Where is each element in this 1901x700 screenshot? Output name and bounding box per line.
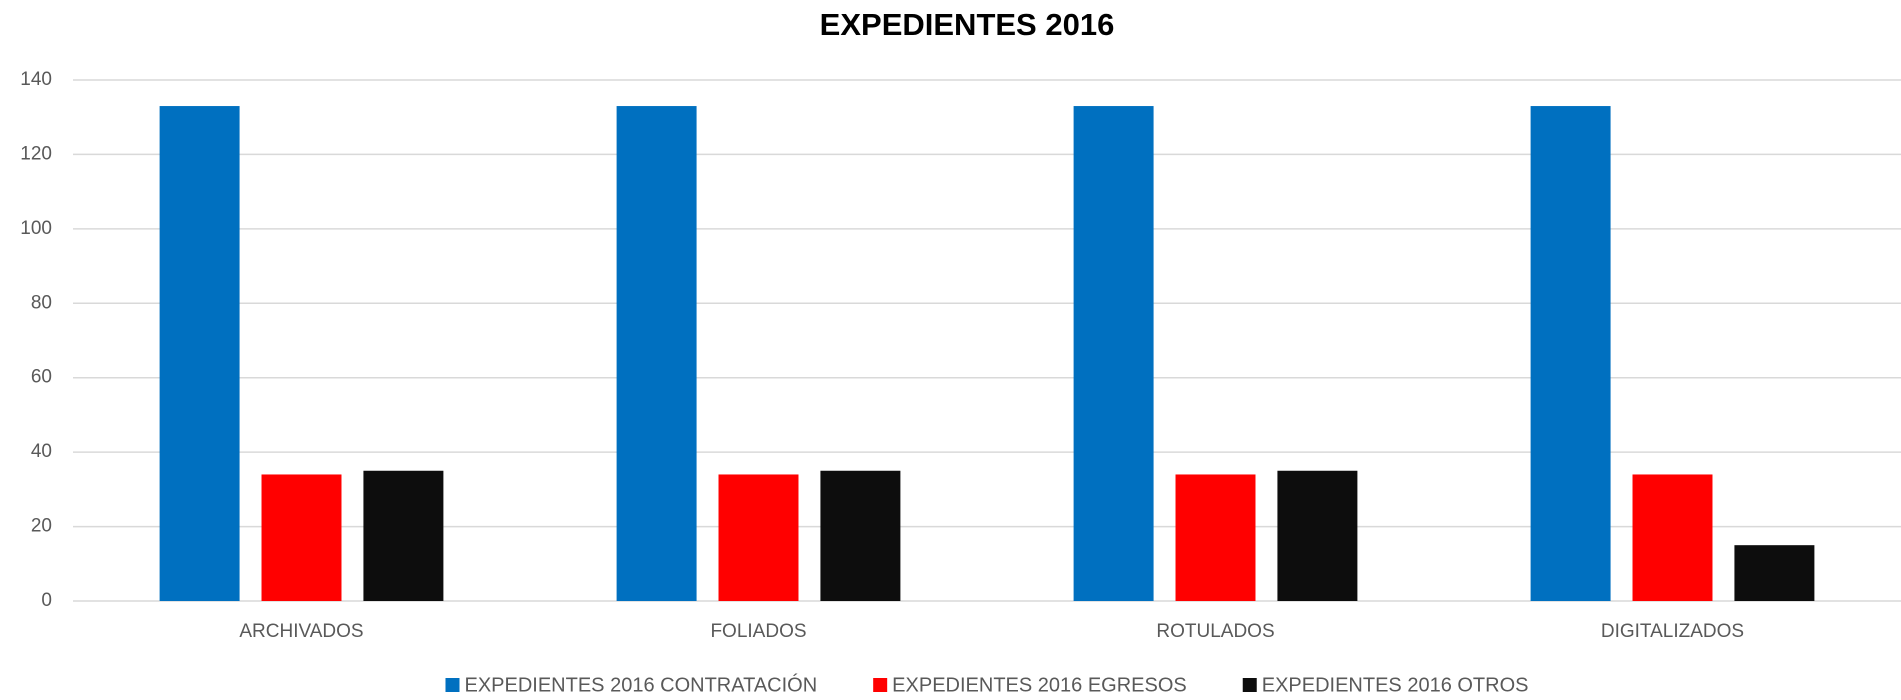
bar bbox=[363, 470, 444, 601]
y-tick-label: 140 bbox=[20, 69, 52, 90]
y-tick-label: 80 bbox=[31, 292, 52, 313]
legend-text: EXPEDIENTES 2016 CONTRATACIÓN bbox=[464, 673, 817, 695]
bar bbox=[616, 106, 697, 602]
bar bbox=[820, 470, 901, 601]
y-tick-label: 60 bbox=[31, 367, 52, 388]
legend-swatch bbox=[445, 678, 460, 692]
bar bbox=[1175, 474, 1256, 601]
bar bbox=[1073, 106, 1154, 602]
bar bbox=[1632, 474, 1713, 601]
x-tick-label: ROTULADOS bbox=[1156, 621, 1274, 642]
y-tick-label: 120 bbox=[20, 143, 52, 164]
legend-swatch bbox=[873, 678, 888, 692]
bar bbox=[1734, 545, 1815, 601]
bar bbox=[159, 106, 240, 602]
legend-text: EXPEDIENTES 2016 EGRESOS bbox=[892, 674, 1187, 695]
legend-text: EXPEDIENTES 2016 OTROS bbox=[1262, 674, 1529, 695]
legend-swatch bbox=[1242, 678, 1257, 692]
x-tick-label: DIGITALIZADOS bbox=[1601, 621, 1744, 642]
bar bbox=[261, 474, 342, 601]
y-tick-label: 40 bbox=[31, 441, 52, 462]
y-tick-label: 0 bbox=[41, 590, 52, 611]
y-tick-label: 100 bbox=[20, 218, 52, 239]
bar bbox=[718, 474, 799, 601]
chart-title: EXPEDIENTES 2016 bbox=[820, 7, 1115, 42]
x-tick-label: ARCHIVADOS bbox=[239, 621, 363, 642]
x-tick-label: FOLIADOS bbox=[710, 621, 806, 642]
y-tick-label: 20 bbox=[31, 516, 52, 537]
bar bbox=[1530, 106, 1611, 602]
bar bbox=[1277, 470, 1358, 601]
